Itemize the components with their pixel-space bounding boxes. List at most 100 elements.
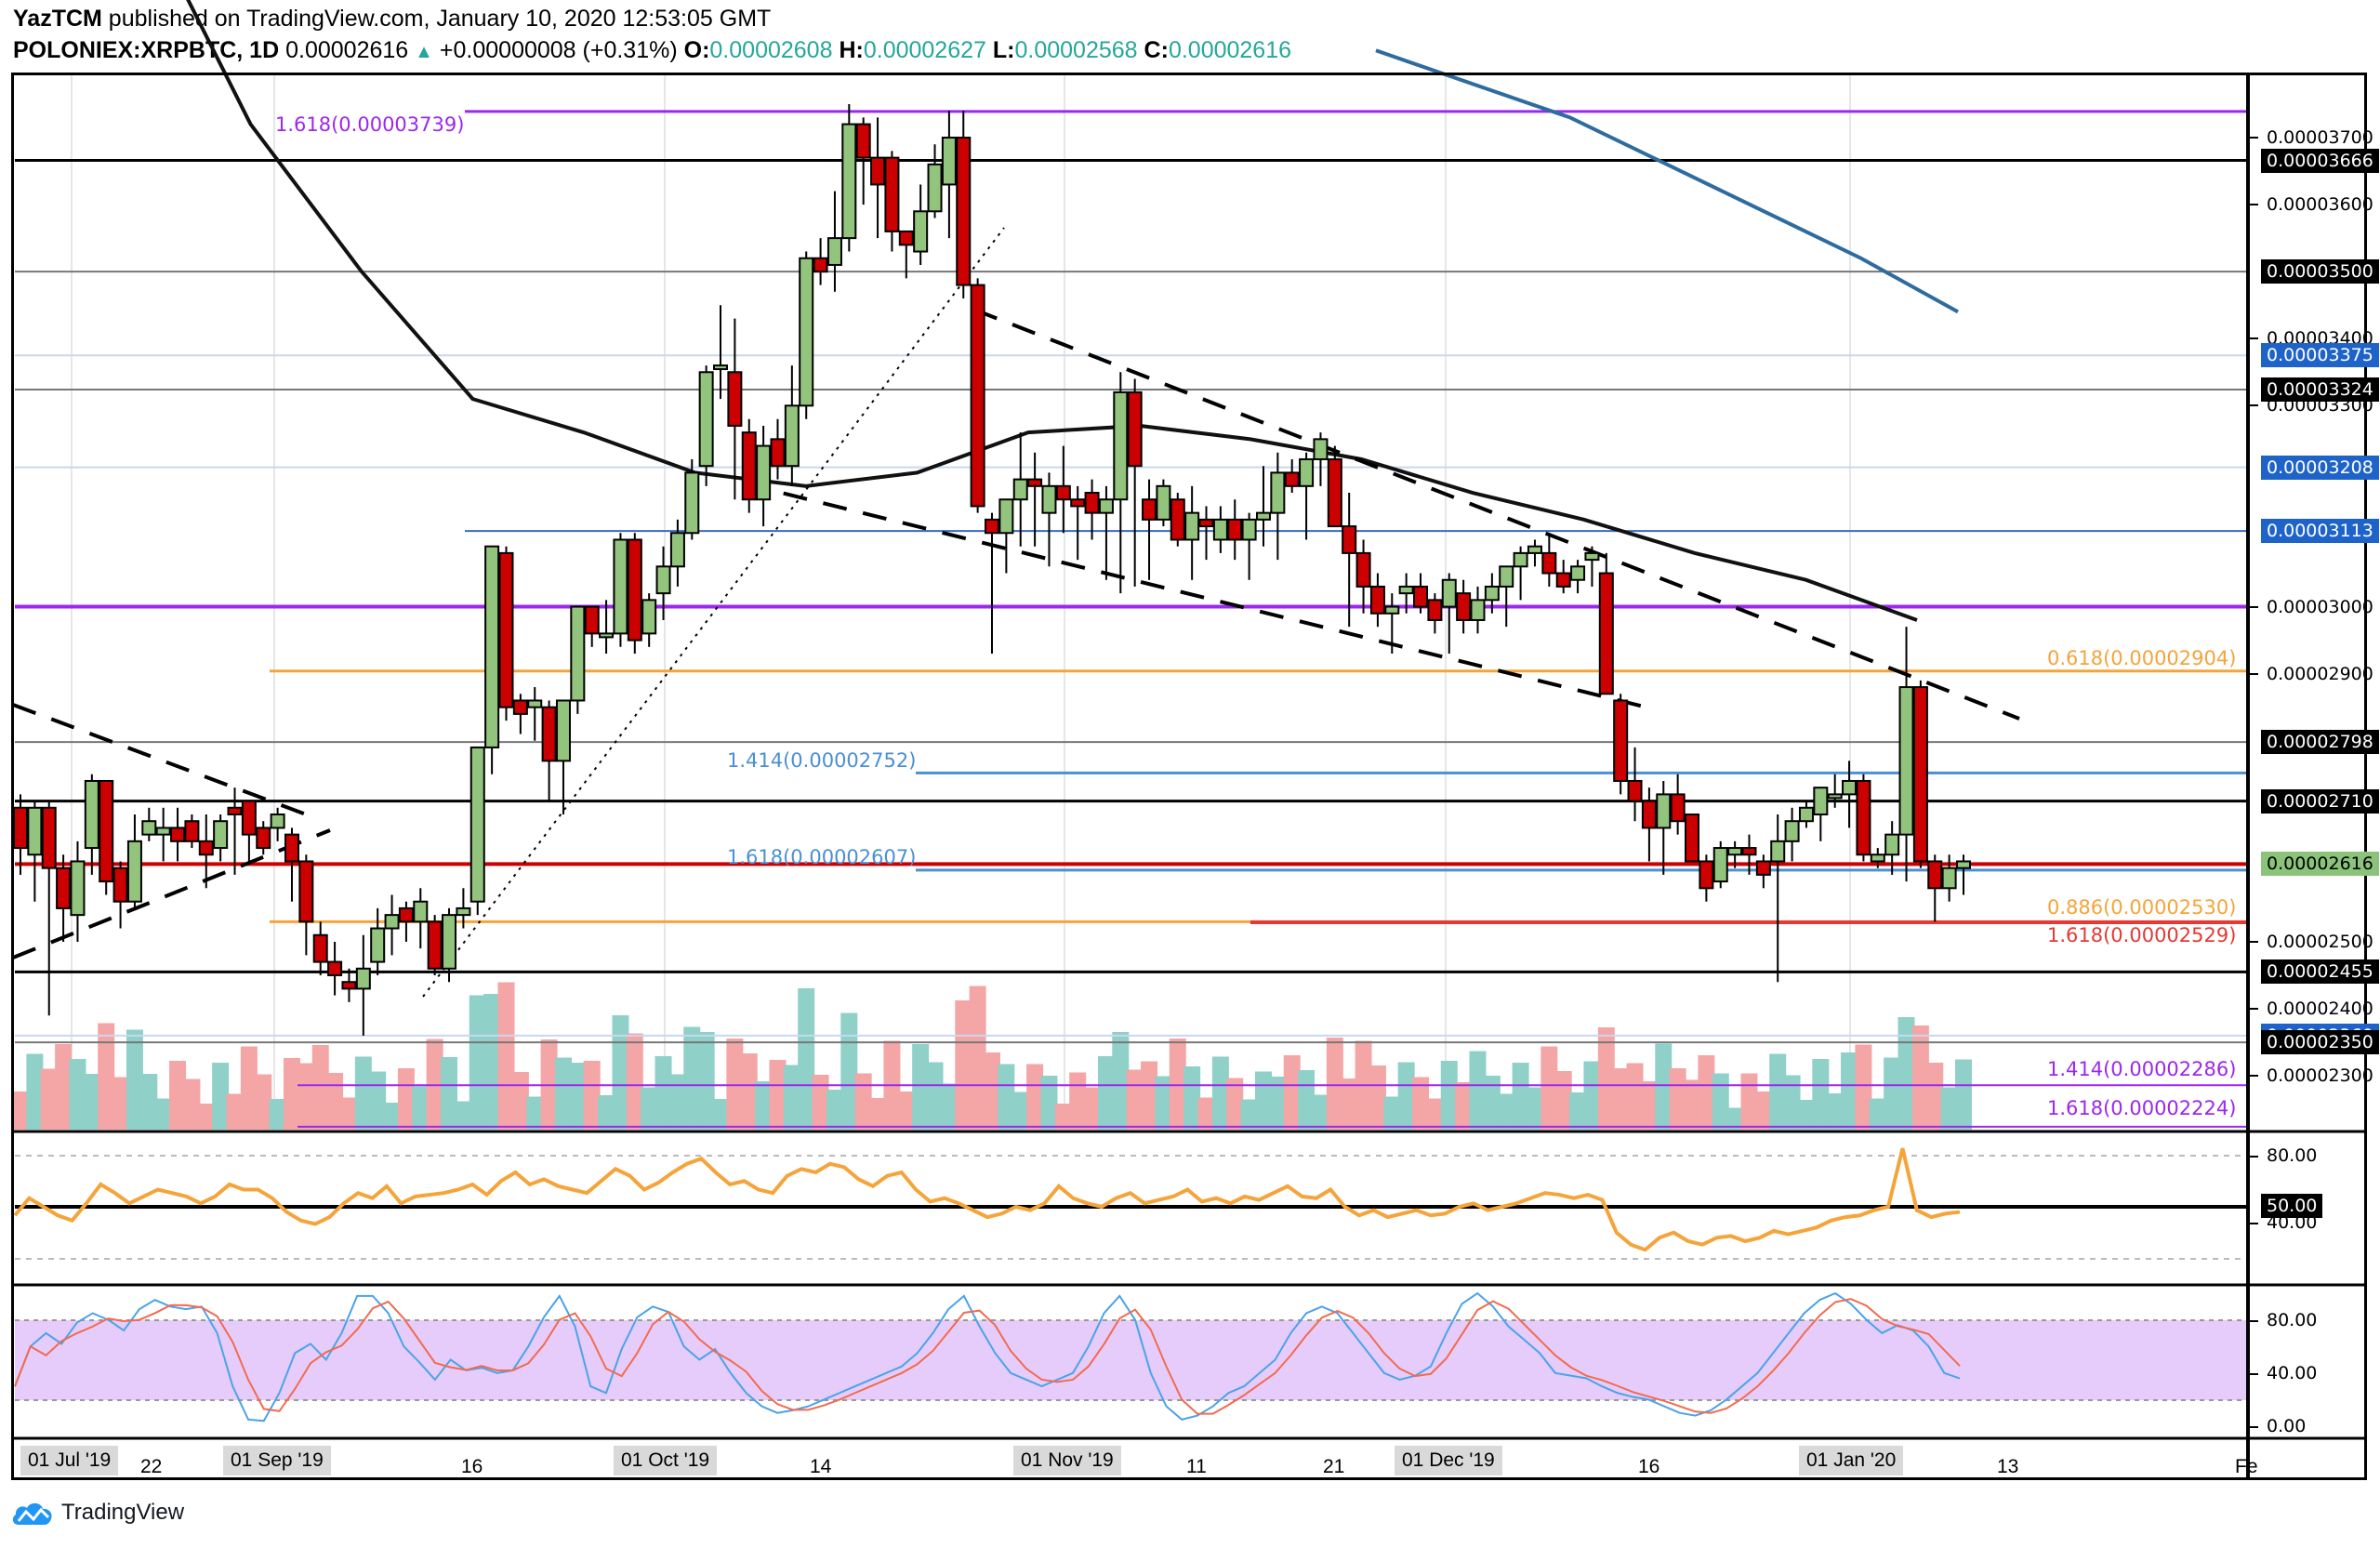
candle-bearish — [327, 960, 343, 976]
candle-bearish — [1641, 800, 1657, 829]
author[interactable]: YazTCM — [13, 6, 102, 32]
price-level-badge: 0.00003324 — [2261, 377, 2379, 403]
time-axis-label: 01 Jan '20 — [1799, 1446, 1904, 1475]
tradingview-logo[interactable]: TradingView — [11, 1499, 184, 1527]
price-tick — [2249, 605, 2258, 608]
volume-bar — [1012, 1092, 1029, 1130]
rsi-label-50: 50.00 — [2261, 1194, 2323, 1218]
price-level-badge: 0.00003113 — [2261, 519, 2379, 544]
price-tick-label: 0.00002400 — [2267, 999, 2373, 1020]
candle-bearish — [1699, 860, 1714, 890]
volume-bar — [340, 1097, 358, 1130]
candle-bearish — [541, 706, 557, 762]
volume-bar — [641, 1087, 658, 1130]
candle-bearish — [884, 156, 900, 232]
candle-bearish — [1670, 793, 1686, 823]
rsi-tick-80 — [2249, 1156, 2258, 1158]
close-label: C: — [1144, 37, 1169, 63]
candle-bearish — [1070, 498, 1086, 508]
volume-bar — [140, 1074, 158, 1130]
volume-bar — [740, 1053, 758, 1130]
candle-bullish — [1184, 511, 1200, 541]
price-axis[interactable] — [2246, 73, 2367, 1480]
volume-bar — [311, 1045, 329, 1130]
price-tick-label: 0.00002900 — [2267, 663, 2373, 684]
up-arrow-icon: ▲ — [415, 42, 433, 62]
candle-bullish — [141, 820, 157, 836]
volume-bar — [1526, 1087, 1543, 1130]
volume-bar — [1884, 1057, 1901, 1130]
volume-bar — [212, 1063, 230, 1130]
volume-bar — [1040, 1076, 1058, 1130]
volume-bar — [1312, 1094, 1329, 1130]
volume-bar — [769, 1060, 787, 1130]
candle-bullish — [1941, 867, 1957, 890]
fib-label-0618: 0.618(0.00002904) — [2047, 647, 2237, 669]
price-level-badge: 0.00002455 — [2261, 959, 2379, 985]
candle-bullish — [1584, 551, 1600, 562]
candle-bearish — [627, 538, 642, 642]
candle-bullish — [70, 860, 86, 917]
fib-label-1414-purple: 1.414(0.00002286) — [2047, 1058, 2237, 1080]
volume-bar — [569, 1063, 587, 1130]
candle-bearish — [970, 284, 985, 508]
volume-bar — [455, 1101, 472, 1130]
price-tick-label: 0.00003000 — [2267, 596, 2373, 617]
volume-bar — [12, 1092, 29, 1130]
volume-bar — [1326, 1038, 1343, 1130]
candle-bearish — [956, 137, 972, 286]
publish-info: YazTCM published on TradingView.com, Jan… — [13, 6, 771, 33]
volume-bar — [826, 1090, 843, 1130]
volume-bar — [1226, 1078, 1244, 1130]
candle-bullish — [1527, 545, 1542, 554]
candle-bullish — [756, 444, 772, 501]
candle-bullish — [1012, 478, 1028, 501]
candle-bullish — [1270, 471, 1286, 514]
descending-channel-lower — [743, 482, 1645, 708]
candle-bullish — [1513, 551, 1528, 568]
candle-bullish — [355, 967, 371, 990]
candle-bearish — [1627, 779, 1643, 802]
tradingview-cloud-icon — [12, 1502, 52, 1525]
candle-bullish — [1770, 840, 1786, 863]
candle-bullish — [784, 404, 800, 468]
rsi-tick-40 — [2249, 1223, 2258, 1224]
candle-bullish — [1241, 518, 1257, 541]
stoch-k-line — [14, 1291, 1961, 1422]
candle-bullish — [1727, 847, 1743, 856]
candle-bullish — [27, 806, 43, 856]
volume-bar — [1083, 1087, 1101, 1130]
price-tick-label: 0.00002300 — [2267, 1065, 2373, 1087]
volume-bar — [1269, 1077, 1287, 1130]
volume-bar — [1712, 1073, 1729, 1130]
volume-bar — [1069, 1072, 1087, 1130]
price-level-badge: 0.00002350 — [2261, 1030, 2379, 1055]
time-axis-label: 01 Nov '19 — [1013, 1446, 1121, 1475]
candle-bearish — [1355, 551, 1371, 588]
logo-text: TradingView — [61, 1500, 185, 1525]
triangle-upper-line — [12, 703, 317, 820]
volume-bar — [1655, 1043, 1673, 1130]
candle-bearish — [1927, 860, 1943, 890]
candle-bearish — [198, 840, 214, 856]
low-value: 0.00002568 — [1014, 37, 1138, 63]
volume-bar — [897, 1092, 915, 1130]
time-axis-label: 01 Jul '19 — [20, 1446, 119, 1475]
candle-bullish — [155, 827, 171, 836]
price-tick — [2249, 204, 2258, 206]
low-label: L: — [992, 37, 1015, 63]
candle-bullish — [1041, 484, 1057, 514]
candle-bullish — [1842, 779, 1858, 796]
candle-bearish — [284, 833, 299, 863]
volume-bar — [1583, 1061, 1601, 1130]
price-tick-label: 0.00002500 — [2267, 931, 2373, 952]
price-tick — [2249, 940, 2258, 943]
candle-bullish — [527, 699, 543, 708]
volume-bar — [712, 1099, 730, 1130]
candle-bullish — [413, 900, 429, 923]
candle-bearish — [1613, 699, 1629, 782]
candle-bullish — [1156, 484, 1171, 521]
volume-bar — [483, 994, 501, 1130]
candle-bullish — [1956, 860, 1971, 869]
